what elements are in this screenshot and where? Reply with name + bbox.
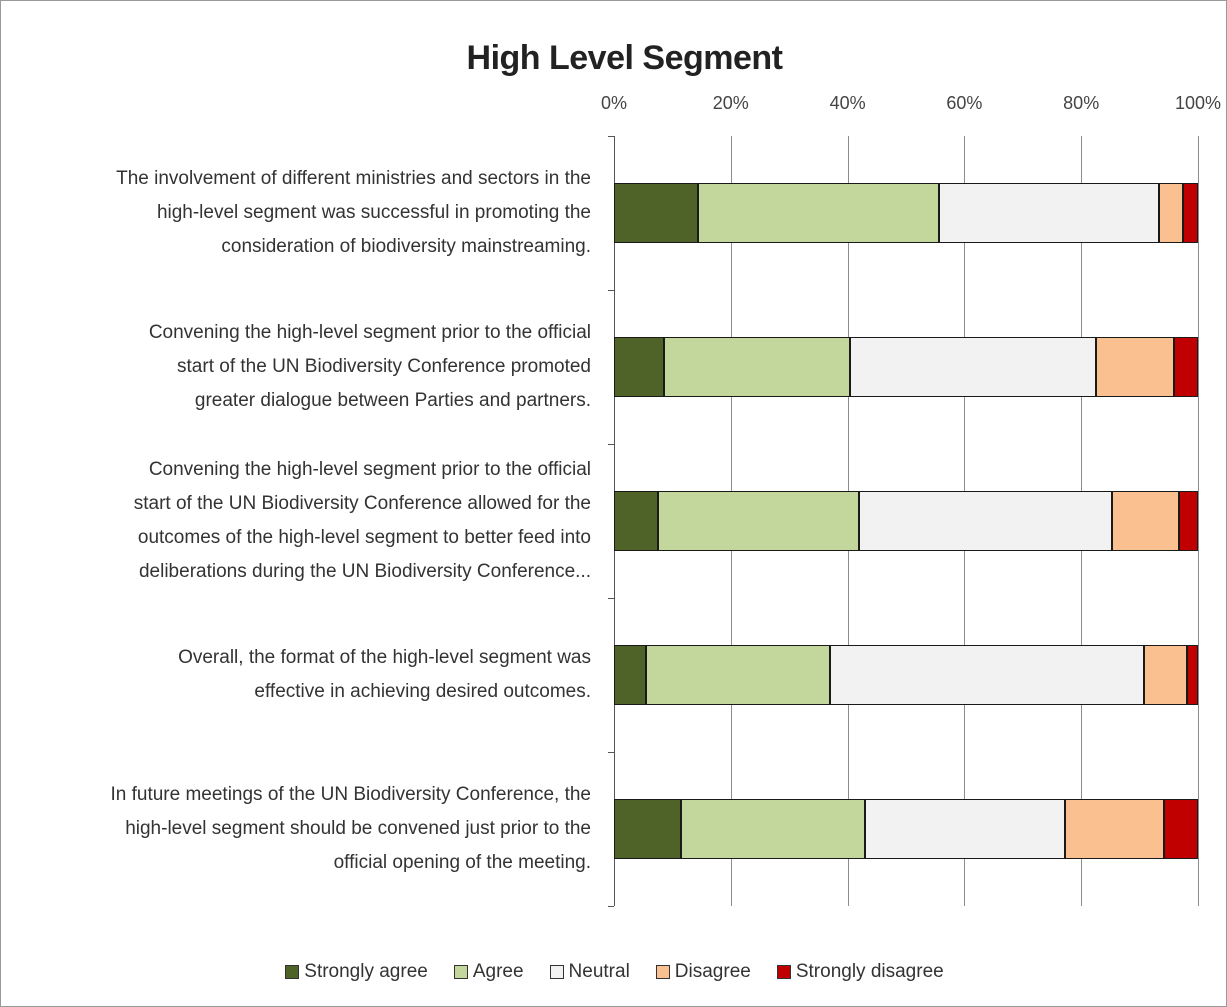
x-tick-label: 100% [1174, 93, 1222, 113]
legend-swatch [453, 965, 468, 979]
bar-segment [614, 337, 665, 397]
bar-segment [939, 183, 1160, 243]
legend-item: Neutral [549, 961, 630, 983]
legend-item: Strongly disagree [776, 961, 944, 983]
axis-tick [608, 444, 614, 445]
bar-segment [1095, 337, 1175, 397]
bar-segment [646, 645, 831, 705]
bar-segment [657, 491, 860, 551]
legend-item: Disagree [655, 961, 751, 983]
legend-label: Agree [472, 961, 524, 982]
bar-segment [1159, 183, 1184, 243]
legend-item: Agree [453, 961, 524, 983]
axis-tick [608, 752, 614, 753]
y-tick-label: Convening the high-level segment prior t… [148, 322, 591, 411]
bar-segment [1164, 799, 1198, 859]
bar-segment [681, 799, 866, 859]
bar-segment [1174, 337, 1198, 397]
bar-segment [698, 183, 940, 243]
bar-segment [1186, 645, 1198, 705]
y-tick-label: The involvement of different ministries … [116, 168, 591, 257]
bar-segment [830, 645, 1145, 705]
axis-tick [608, 906, 614, 907]
bar-segment [1178, 491, 1198, 551]
bar-segment [614, 183, 699, 243]
y-tick-label: Overall, the format of the high-level se… [178, 647, 591, 702]
legend-label: Disagree [674, 961, 751, 982]
legend-label: Strongly agree [304, 961, 428, 982]
bar-segment [1183, 183, 1198, 243]
legend-swatch [655, 965, 670, 979]
bar-segment [1112, 491, 1179, 551]
bar-segment [1144, 645, 1187, 705]
legend-label: Neutral [568, 961, 630, 982]
legend-label: Strongly disagree [795, 961, 944, 982]
x-tick-label: 80% [1063, 93, 1100, 113]
bar-segment [1064, 799, 1165, 859]
y-tick-label: In future meetings of the UN Biodiversit… [110, 784, 591, 873]
legend-swatch [549, 965, 564, 979]
bar-segment [614, 799, 682, 859]
axis-tick [608, 290, 614, 291]
bar-segment [614, 491, 658, 551]
x-tick-label: 20% [712, 93, 749, 113]
bar-segment [664, 337, 850, 397]
bar-segment [865, 799, 1065, 859]
y-tick-label: Convening the high-level segment prior t… [133, 459, 591, 582]
x-tick-label: 60% [946, 93, 983, 113]
axis-tick [608, 598, 614, 599]
legend: Strongly agree Agree Neutral Disagree Strong… [1, 961, 1227, 983]
bar-segment [859, 491, 1113, 551]
chart-title: High Level Segment [466, 39, 783, 77]
axis-tick [608, 136, 614, 137]
legend-swatch [776, 965, 791, 979]
x-tick-label: 0% [600, 93, 628, 113]
bar-segment [849, 337, 1096, 397]
x-tick-label: 40% [829, 93, 866, 113]
grid-line [1198, 136, 1199, 906]
legend-swatch [285, 965, 300, 979]
legend-item: Strongly agree [285, 961, 428, 983]
bar-segment [614, 645, 647, 705]
